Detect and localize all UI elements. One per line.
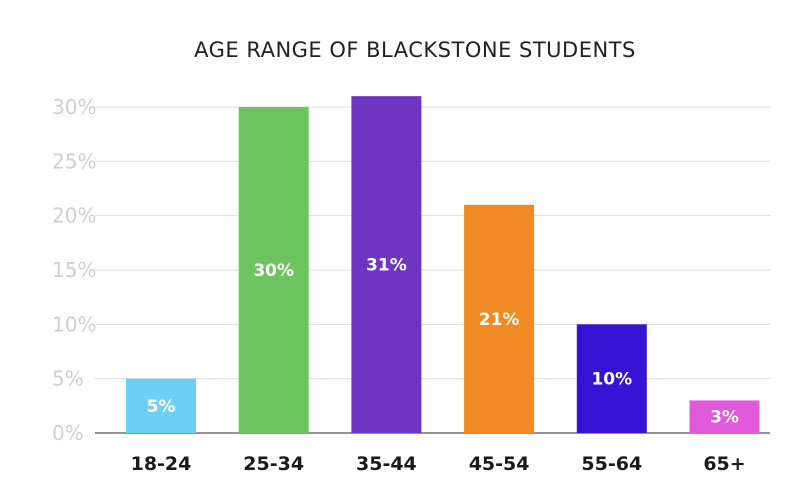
- x-tick-label: 55-64: [581, 453, 642, 475]
- data-labels: 5% 30% 31% 21% 10% 3%: [147, 256, 739, 428]
- y-tick-label: 5%: [52, 367, 84, 391]
- x-tick-label: 65+: [703, 453, 745, 475]
- y-tick-label: 0%: [52, 421, 84, 445]
- x-tick-label: 45-54: [469, 453, 530, 475]
- gridlines: [95, 106, 770, 434]
- data-label: 30%: [253, 261, 294, 281]
- x-axis: 18-24 25-34 35-44 45-54 55-64 65+: [131, 453, 746, 475]
- x-tick-label: 18-24: [131, 453, 192, 475]
- y-tick-label: 10%: [52, 312, 96, 336]
- data-label: 10%: [591, 370, 632, 390]
- data-label: 5%: [147, 397, 176, 417]
- data-label: 3%: [710, 408, 739, 428]
- data-label: 21%: [479, 310, 520, 330]
- y-tick-label: 25%: [52, 149, 96, 173]
- y-axis: 0% 5% 10% 15% 20% 25% 30%: [52, 95, 96, 445]
- bar-65+: [689, 400, 760, 433]
- y-tick-label: 30%: [52, 95, 96, 119]
- y-tick-label: 15%: [52, 258, 96, 282]
- x-tick-label: 25-34: [243, 453, 304, 475]
- x-tick-label: 35-44: [356, 453, 417, 475]
- bar-35-44: [351, 96, 422, 433]
- chart-title: AGE RANGE OF BLACKSTONE STUDENTS: [194, 38, 636, 62]
- bars: [126, 96, 760, 433]
- bar-18-24: [126, 378, 196, 433]
- bar-25-34: [238, 107, 309, 433]
- bar-55-64: [576, 324, 647, 433]
- bar-45-54: [464, 204, 535, 433]
- y-tick-label: 20%: [52, 204, 96, 228]
- data-label: 31%: [366, 256, 407, 276]
